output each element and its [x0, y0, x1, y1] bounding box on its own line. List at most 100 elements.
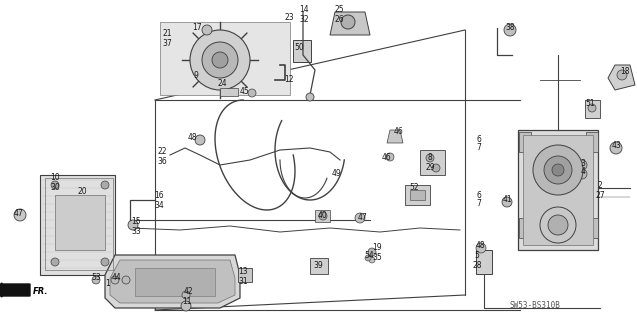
Polygon shape: [420, 150, 445, 175]
Text: 50: 50: [294, 43, 304, 52]
Circle shape: [195, 135, 205, 145]
Bar: [467, 10, 607, 305]
Text: 29: 29: [425, 163, 435, 172]
Bar: [40, 175, 115, 275]
Circle shape: [182, 291, 190, 299]
Circle shape: [341, 15, 355, 29]
Text: 11: 11: [182, 297, 192, 306]
Text: 30: 30: [50, 183, 60, 193]
Text: 44: 44: [111, 274, 121, 283]
Text: 6: 6: [476, 134, 482, 143]
Text: 19: 19: [372, 244, 382, 252]
Bar: [135, 268, 215, 296]
Text: 10: 10: [50, 173, 60, 182]
Text: 39: 39: [313, 260, 323, 269]
Circle shape: [51, 258, 59, 266]
Text: FR.: FR.: [33, 286, 48, 295]
Circle shape: [386, 153, 394, 161]
Text: 12: 12: [284, 76, 294, 84]
Text: 47: 47: [13, 209, 23, 218]
Bar: [220, 88, 238, 96]
Text: 32: 32: [299, 15, 309, 25]
Text: SW53-BS310B: SW53-BS310B: [510, 300, 561, 309]
Text: 20: 20: [77, 187, 87, 196]
Text: 33: 33: [131, 228, 141, 236]
Circle shape: [355, 213, 365, 223]
Text: 35: 35: [372, 253, 382, 262]
Bar: [55, 195, 105, 250]
Bar: [476, 250, 492, 274]
Text: 18: 18: [620, 68, 630, 76]
Text: 49: 49: [332, 169, 342, 178]
Circle shape: [101, 181, 109, 189]
Circle shape: [122, 276, 130, 284]
Circle shape: [111, 276, 119, 284]
Text: 52: 52: [409, 183, 419, 193]
Polygon shape: [160, 22, 290, 95]
Polygon shape: [410, 190, 425, 200]
Polygon shape: [110, 260, 235, 303]
Text: 7: 7: [476, 199, 482, 209]
Bar: [310, 258, 328, 274]
Polygon shape: [608, 65, 635, 90]
Circle shape: [588, 104, 596, 112]
Text: 7: 7: [476, 143, 482, 153]
Circle shape: [248, 89, 256, 97]
Circle shape: [212, 52, 228, 68]
Circle shape: [577, 169, 587, 179]
Text: 41: 41: [502, 196, 512, 204]
Circle shape: [548, 215, 568, 235]
Text: 1: 1: [106, 279, 110, 289]
Polygon shape: [387, 130, 403, 143]
Text: 34: 34: [154, 202, 164, 211]
Text: 31: 31: [238, 277, 248, 286]
Bar: [45, 178, 113, 270]
Circle shape: [426, 154, 434, 162]
Text: 42: 42: [183, 286, 193, 295]
Circle shape: [432, 164, 440, 172]
Bar: [293, 40, 311, 62]
FancyArrow shape: [0, 283, 30, 297]
Text: 38: 38: [505, 23, 515, 33]
Polygon shape: [330, 12, 370, 35]
Text: 24: 24: [217, 78, 227, 87]
Circle shape: [128, 220, 138, 230]
Circle shape: [544, 156, 572, 184]
Text: 46: 46: [381, 154, 391, 163]
Text: 37: 37: [162, 39, 172, 49]
Circle shape: [577, 160, 587, 170]
Circle shape: [202, 25, 212, 35]
Text: 46: 46: [393, 126, 403, 135]
Text: 14: 14: [299, 5, 309, 14]
Polygon shape: [405, 185, 430, 205]
Circle shape: [306, 93, 314, 101]
Text: 9: 9: [194, 70, 199, 79]
Text: 48: 48: [187, 132, 197, 141]
Circle shape: [190, 30, 250, 90]
Text: 48: 48: [475, 242, 485, 251]
Circle shape: [504, 24, 516, 36]
Text: 28: 28: [472, 260, 482, 269]
Bar: [586, 132, 598, 152]
Text: 23: 23: [284, 13, 294, 22]
Circle shape: [202, 42, 238, 78]
Text: 51: 51: [585, 100, 595, 108]
Circle shape: [533, 145, 583, 195]
Circle shape: [368, 248, 376, 256]
Bar: [238, 268, 252, 282]
Text: 2: 2: [598, 180, 603, 189]
Polygon shape: [315, 210, 330, 222]
Text: 53: 53: [91, 274, 101, 283]
Circle shape: [617, 70, 627, 80]
Text: 17: 17: [192, 23, 202, 33]
Text: 25: 25: [334, 5, 344, 14]
Bar: [519, 218, 531, 238]
Text: 22: 22: [157, 148, 167, 156]
Text: 6: 6: [476, 190, 482, 199]
Bar: [586, 218, 598, 238]
Circle shape: [502, 197, 512, 207]
Bar: [155, 18, 295, 100]
Circle shape: [552, 164, 564, 176]
Text: 47: 47: [357, 213, 367, 222]
Polygon shape: [585, 100, 600, 118]
